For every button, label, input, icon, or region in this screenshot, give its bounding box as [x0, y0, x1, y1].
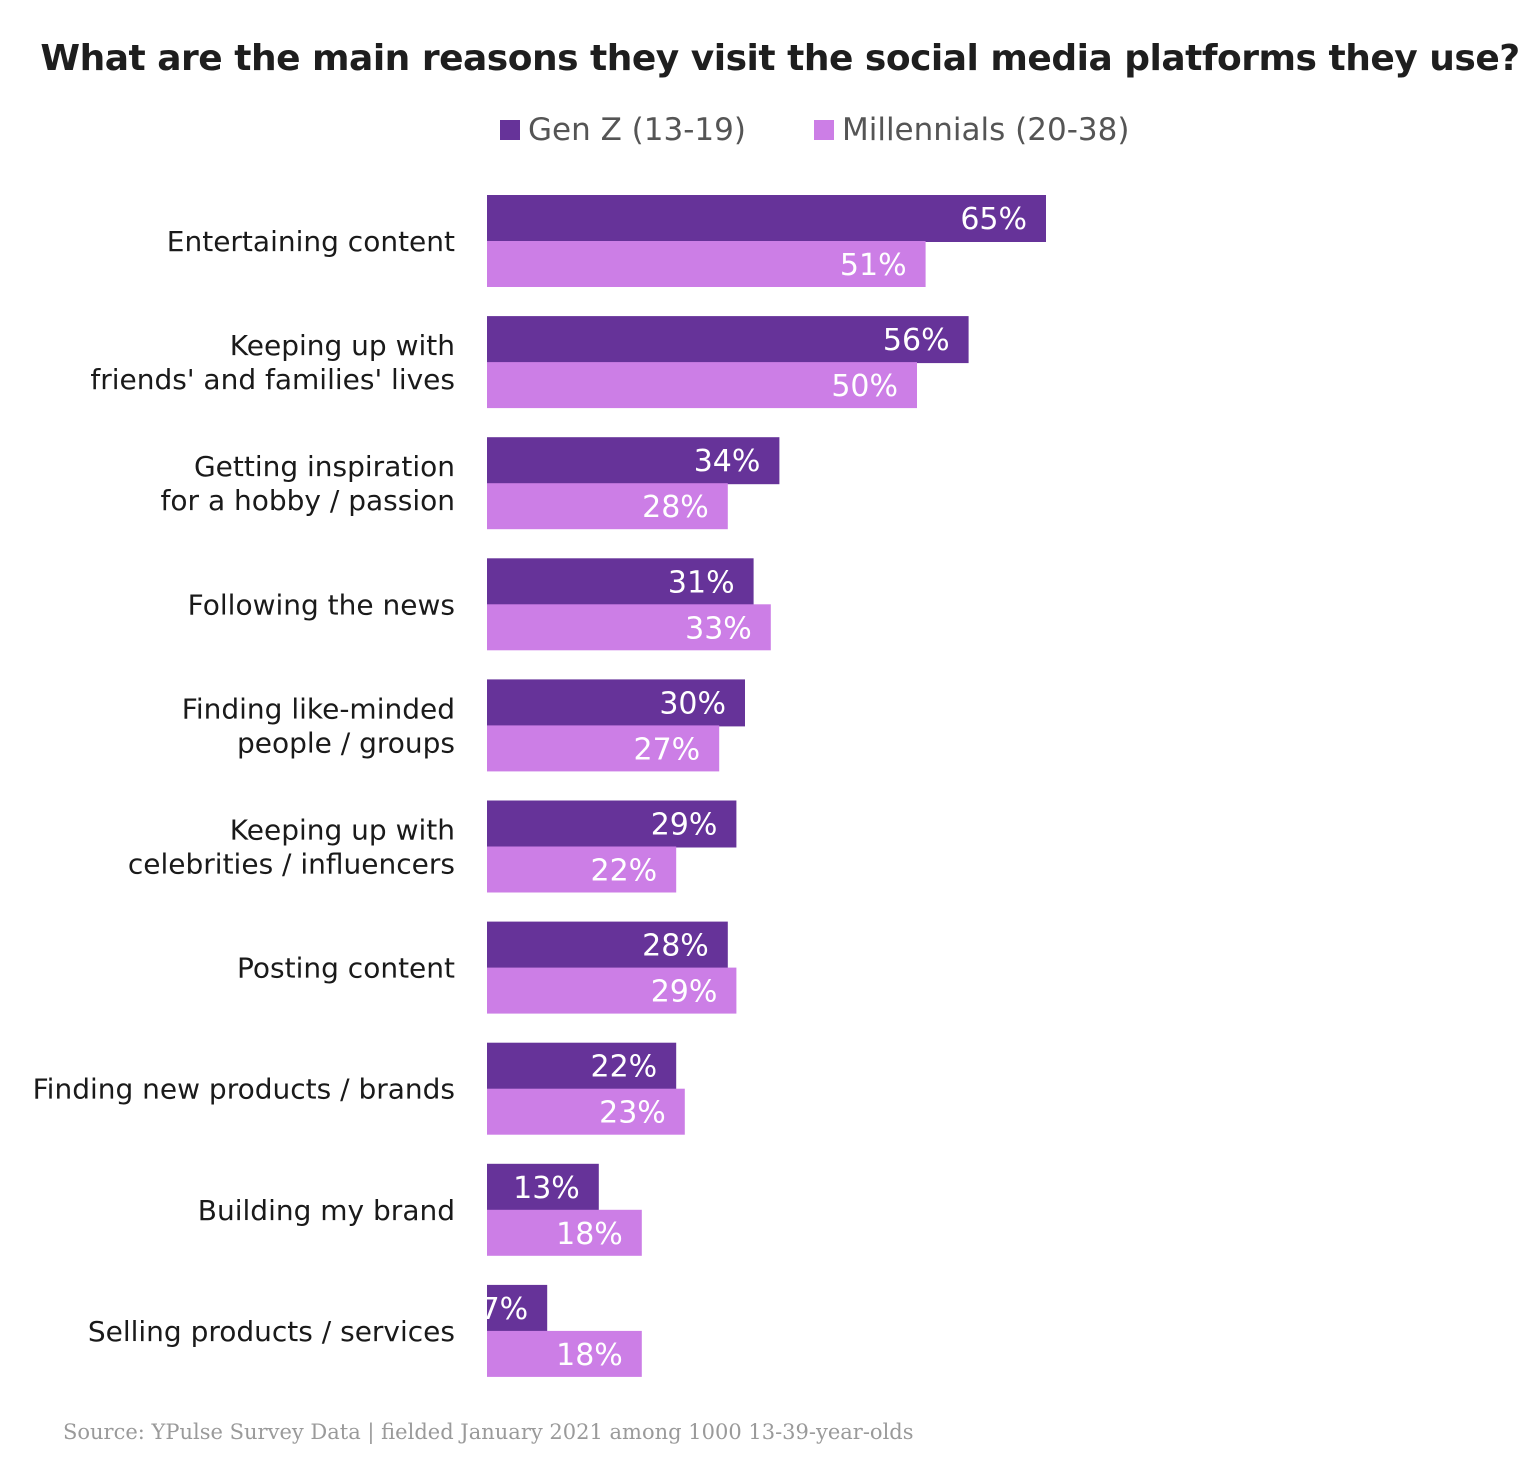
- bar-millennials: [487, 483, 728, 530]
- value-label: 50%: [831, 369, 898, 404]
- bar-gen-z: [487, 1042, 677, 1090]
- value-label: 13%: [513, 1171, 580, 1206]
- category-label: Following the news: [188, 588, 455, 621]
- category-label: Building my brand: [198, 1194, 455, 1227]
- value-label: 22%: [591, 854, 658, 889]
- bar-gen-z: [487, 437, 780, 485]
- value-label: 33%: [685, 611, 752, 646]
- bar-gen-z: [487, 558, 754, 606]
- value-label: 56%: [883, 323, 950, 358]
- category-label: Entertaining content: [167, 225, 455, 258]
- bar-gen-z: [487, 1163, 599, 1211]
- chart-title: What are the main reasons they visit the…: [40, 38, 1520, 79]
- bar-gen-z: [487, 800, 737, 848]
- value-label: 29%: [651, 808, 718, 843]
- category-label: Posting content: [237, 952, 455, 985]
- value-label: 30%: [659, 686, 726, 721]
- category-label: Selling products / services: [88, 1315, 455, 1348]
- bar-millennials: [487, 1209, 642, 1256]
- value-label: 65%: [960, 202, 1027, 237]
- bar-millennials: [487, 241, 926, 287]
- value-label: 28%: [642, 490, 709, 525]
- legend-item-gen-z: Gen Z (13-19): [500, 112, 746, 148]
- bar-millennials: [487, 1088, 685, 1135]
- legend-swatch-gen-z: [500, 120, 520, 140]
- legend: Gen Z (13-19) Millennials (20-38): [500, 112, 1129, 148]
- bar-gen-z: [487, 195, 1046, 242]
- category-label: Keeping up with celebrities / influencers: [128, 814, 455, 881]
- legend-label-gen-z: Gen Z (13-19): [528, 112, 746, 148]
- bar-millennials: [487, 1330, 642, 1377]
- bar-millennials: [487, 846, 677, 893]
- value-label: 31%: [668, 565, 735, 600]
- value-label: 23%: [599, 1096, 666, 1131]
- bar-millennials: [487, 967, 737, 1014]
- category-label: Getting inspiration for a hobby / passion: [161, 450, 455, 517]
- value-label: 22%: [591, 1050, 658, 1085]
- bar-millennials: [487, 604, 771, 651]
- bar-gen-z: [487, 316, 969, 364]
- value-label: 7%: [481, 1292, 529, 1327]
- value-label: 18%: [556, 1217, 623, 1252]
- category-label: Keeping up with friends' and families' li…: [90, 329, 455, 396]
- bar-gen-z: [487, 679, 745, 727]
- bar-gen-z: [487, 921, 728, 969]
- bar-gen-z: [487, 1284, 548, 1332]
- legend-label-millennials: Millennials (20-38): [841, 112, 1130, 148]
- value-label: 34%: [694, 444, 761, 479]
- value-label: 18%: [556, 1338, 623, 1373]
- value-label: 29%: [651, 975, 718, 1010]
- value-label: 28%: [642, 929, 709, 964]
- value-label: 51%: [840, 248, 907, 283]
- legend-swatch-millennials: [813, 120, 834, 140]
- legend-item-millennials: Millennials (20-38): [813, 112, 1130, 148]
- source-note: Source: YPulse Survey Data | fielded Jan…: [63, 1420, 914, 1444]
- category-label: Finding like-minded people / groups: [182, 692, 455, 759]
- category-label: Finding new products / brands: [33, 1073, 455, 1106]
- value-label: 27%: [634, 732, 701, 767]
- bar-millennials: [487, 725, 720, 772]
- bar-millennials: [487, 362, 917, 409]
